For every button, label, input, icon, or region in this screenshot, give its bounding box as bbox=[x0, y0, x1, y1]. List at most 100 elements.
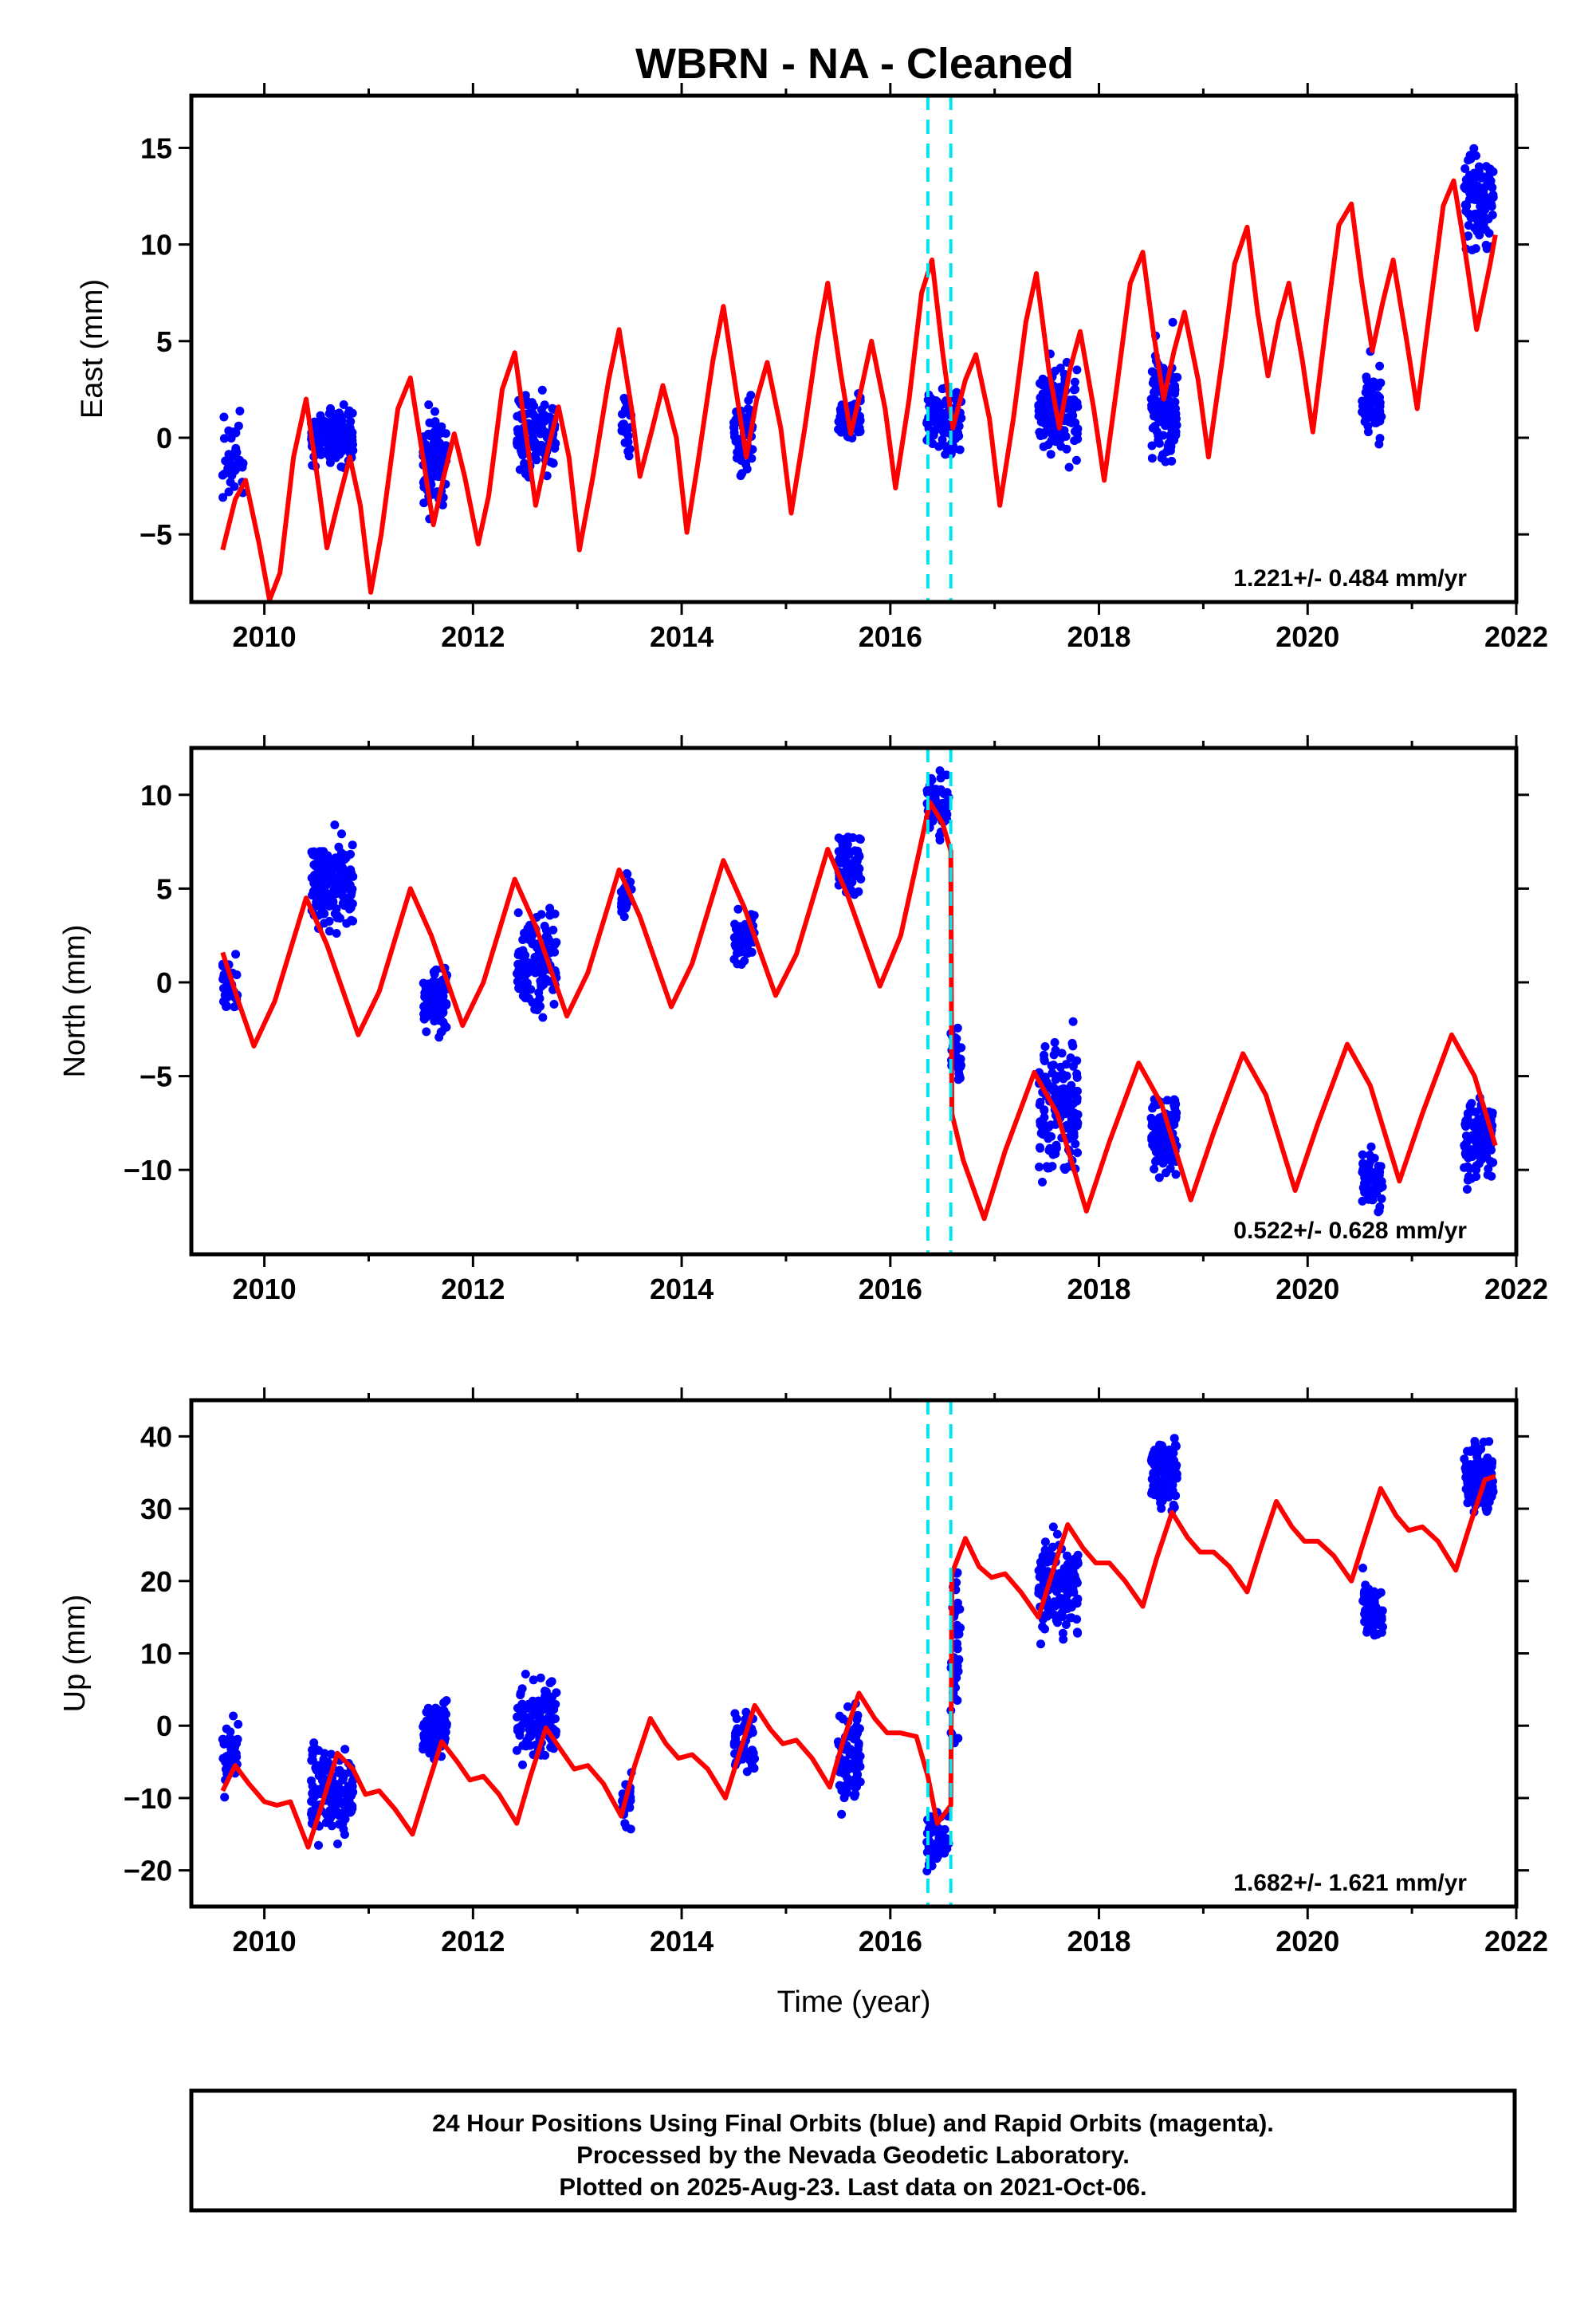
east-cluster bbox=[1358, 347, 1386, 449]
north-model-line bbox=[220, 800, 1498, 1222]
up-data-point bbox=[1061, 1620, 1071, 1629]
up-data-point bbox=[338, 1819, 348, 1828]
up-y-tick-label: 0 bbox=[156, 1710, 172, 1742]
north-data-point bbox=[324, 927, 334, 936]
north-data-point bbox=[854, 850, 863, 860]
north-data-point bbox=[1035, 1143, 1044, 1152]
east-data-point bbox=[534, 426, 544, 435]
north-data-point bbox=[1050, 1037, 1059, 1047]
east-data-point bbox=[1055, 435, 1065, 444]
north-data-point bbox=[320, 889, 330, 899]
up-model-line bbox=[220, 1474, 1496, 1850]
north-data-point bbox=[1073, 1086, 1082, 1096]
north-data-points bbox=[218, 766, 1498, 1217]
north-data-point bbox=[852, 863, 862, 872]
up-plot-area bbox=[218, 1400, 1498, 1907]
east-data-point bbox=[235, 407, 245, 415]
east-data-point bbox=[347, 437, 356, 447]
up-data-point bbox=[441, 1710, 450, 1719]
east-y-tick-label: 5 bbox=[156, 325, 172, 358]
east-data-point bbox=[517, 446, 526, 455]
up-data-point bbox=[845, 1745, 855, 1755]
east-data-point bbox=[1484, 229, 1494, 238]
north-data-point bbox=[953, 1023, 962, 1033]
north-data-point bbox=[340, 875, 349, 884]
north-data-point bbox=[626, 877, 635, 887]
up-cluster bbox=[1460, 1437, 1498, 1517]
up-data-point bbox=[839, 1793, 849, 1803]
north-x-tick-label: 2022 bbox=[1484, 1273, 1548, 1305]
east-data-point bbox=[955, 445, 965, 455]
north-data-point bbox=[232, 970, 242, 979]
east-x-tick-label: 2016 bbox=[859, 620, 922, 653]
up-data-point bbox=[1169, 1470, 1179, 1480]
north-data-point bbox=[434, 978, 444, 987]
east-data-point bbox=[338, 431, 347, 440]
north-data-point bbox=[440, 1021, 450, 1030]
east-cluster bbox=[1460, 144, 1498, 254]
north-data-point bbox=[1462, 1185, 1472, 1194]
up-data-point bbox=[1360, 1587, 1370, 1596]
east-data-point bbox=[931, 418, 941, 427]
up-data-point bbox=[620, 1819, 630, 1828]
up-data-point bbox=[512, 1745, 521, 1755]
up-data-point bbox=[1058, 1628, 1067, 1638]
up-data-point bbox=[529, 1710, 538, 1719]
up-data-point bbox=[940, 1848, 949, 1858]
footer-line-2: Processed by the Nevada Geodetic Laborat… bbox=[576, 2141, 1130, 2169]
north-data-point bbox=[1035, 1163, 1044, 1171]
north-data-point bbox=[1072, 1096, 1082, 1106]
east-data-point bbox=[1154, 439, 1164, 448]
east-data-point bbox=[1375, 434, 1385, 443]
east-data-points bbox=[218, 144, 1498, 524]
north-cluster bbox=[513, 903, 561, 1022]
north-data-point bbox=[1366, 1142, 1376, 1151]
up-data-point bbox=[1048, 1522, 1058, 1532]
north-data-point bbox=[1152, 1125, 1161, 1135]
north-data-point bbox=[619, 912, 629, 922]
north-data-point bbox=[956, 1062, 965, 1072]
up-data-point bbox=[1464, 1490, 1473, 1499]
north-y-tick-label: 0 bbox=[156, 966, 172, 999]
east-data-point bbox=[435, 439, 445, 449]
up-data-point bbox=[838, 1714, 847, 1724]
north-data-point bbox=[514, 947, 524, 957]
east-data-point bbox=[1464, 221, 1473, 230]
north-data-point bbox=[430, 1017, 439, 1025]
east-data-point bbox=[529, 419, 539, 428]
north-data-point bbox=[520, 972, 529, 982]
up-rate-label: 1.682+/- 1.621 mm/yr bbox=[1233, 1870, 1467, 1896]
north-data-point bbox=[528, 998, 537, 1007]
east-data-point bbox=[229, 427, 238, 437]
up-data-point bbox=[1067, 1613, 1076, 1623]
up-data-point bbox=[1059, 1635, 1068, 1644]
up-data-point bbox=[1071, 1554, 1080, 1563]
up-cluster bbox=[419, 1696, 451, 1764]
up-data-point bbox=[1060, 1600, 1069, 1610]
up-data-point bbox=[852, 1715, 862, 1725]
up-frame bbox=[189, 1398, 1519, 1909]
north-data-point bbox=[1048, 1146, 1057, 1155]
east-data-point bbox=[1471, 244, 1480, 254]
north-data-point bbox=[1043, 1163, 1052, 1173]
east-y-tick-label: 15 bbox=[140, 132, 172, 164]
north-data-point bbox=[309, 887, 318, 896]
east-data-point bbox=[1170, 381, 1180, 391]
north-data-point bbox=[518, 991, 528, 1001]
up-data-point bbox=[1363, 1603, 1373, 1612]
east-data-point bbox=[1375, 392, 1384, 402]
east-data-point bbox=[1370, 418, 1380, 427]
up-data-point bbox=[850, 1775, 859, 1785]
up-data-point bbox=[1042, 1557, 1052, 1567]
up-data-point bbox=[1169, 1502, 1179, 1512]
north-data-point bbox=[335, 852, 344, 862]
up-data-point bbox=[1040, 1624, 1049, 1634]
north-data-point bbox=[740, 956, 749, 966]
east-data-point bbox=[529, 443, 539, 452]
up-data-point bbox=[328, 1796, 337, 1806]
east-data-point bbox=[952, 388, 961, 397]
north-data-point bbox=[332, 889, 341, 899]
up-data-point bbox=[1167, 1479, 1177, 1489]
up-data-point bbox=[835, 1781, 844, 1790]
north-y-axis-label: North (mm) bbox=[58, 924, 92, 1077]
